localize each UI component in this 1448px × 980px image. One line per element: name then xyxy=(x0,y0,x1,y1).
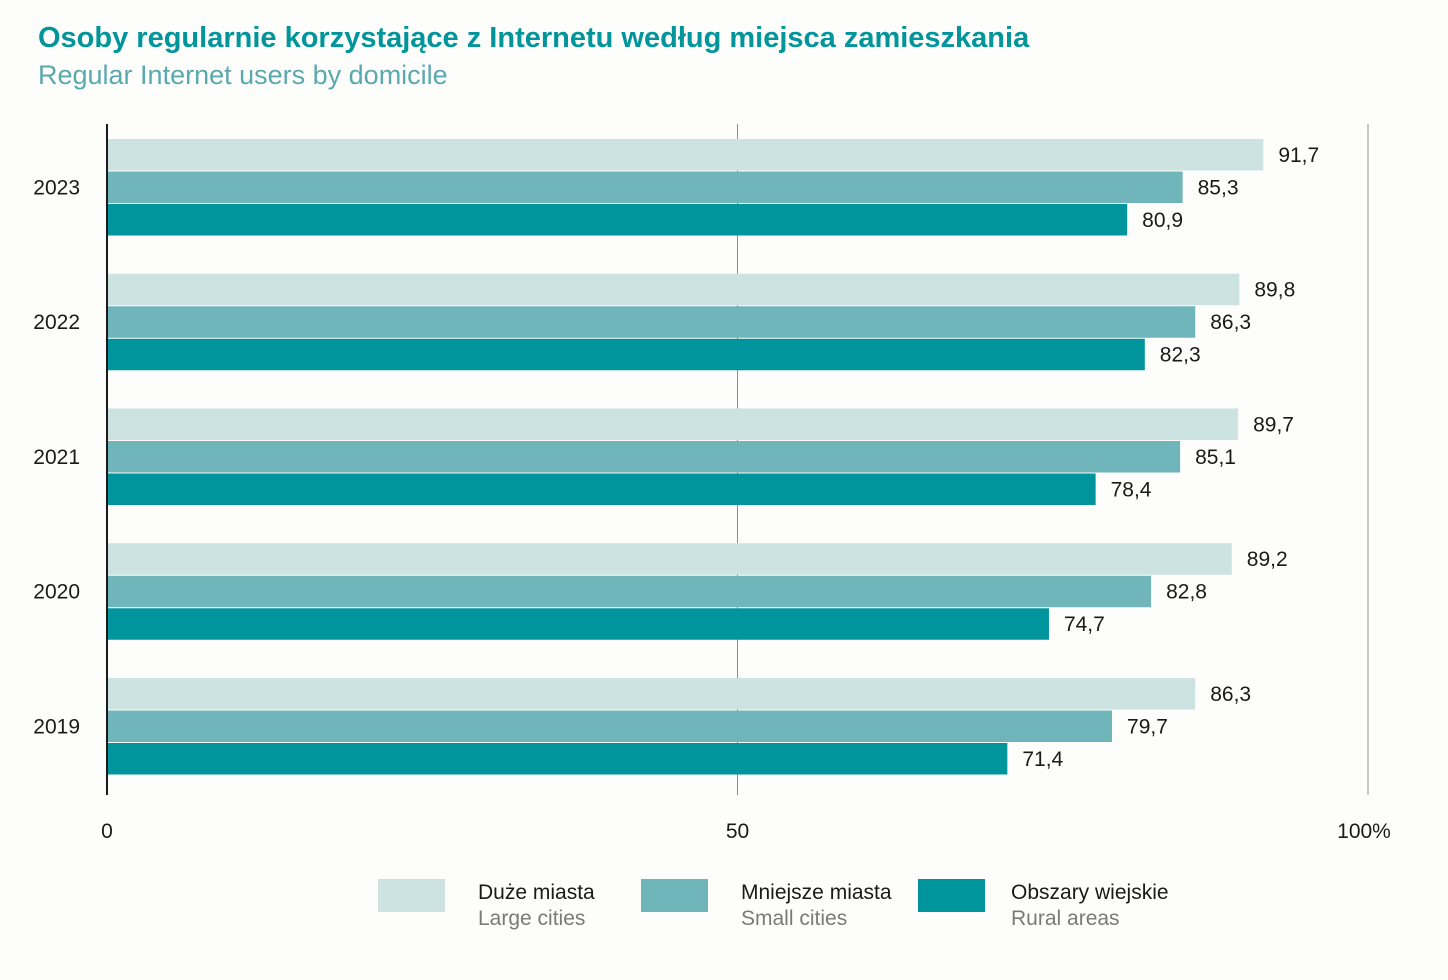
bar xyxy=(107,408,1239,440)
category-label: 2022 xyxy=(33,311,80,334)
category-label: 2023 xyxy=(33,176,80,199)
chart-title: Osoby regularnie korzystające z Internet… xyxy=(38,22,1030,54)
chart-subtitle: Regular Internet users by domicile xyxy=(38,60,448,90)
x-tick-label: 0 xyxy=(101,820,113,843)
data-label: 79,7 xyxy=(1127,715,1168,738)
legend-swatch-rural-areas xyxy=(918,879,985,912)
bar xyxy=(107,338,1145,371)
bar xyxy=(107,139,1264,171)
bar xyxy=(107,273,1240,306)
bar xyxy=(107,171,1183,203)
data-label: 89,8 xyxy=(1254,279,1295,302)
bar xyxy=(107,441,1181,473)
data-label: 91,7 xyxy=(1278,144,1319,167)
x-tick-label: 50 xyxy=(726,820,749,843)
x-tick-label: 100% xyxy=(1337,820,1391,843)
category-label: 2020 xyxy=(33,581,80,604)
bar xyxy=(107,473,1096,505)
data-label: 74,7 xyxy=(1064,613,1105,636)
data-label: 86,3 xyxy=(1210,311,1251,334)
category-label: 2019 xyxy=(33,715,80,738)
data-label: 89,7 xyxy=(1253,413,1294,436)
bar xyxy=(107,743,1008,775)
bar xyxy=(107,306,1196,338)
legend-label-en: Rural areas xyxy=(1011,907,1120,930)
bar xyxy=(107,678,1196,710)
bar xyxy=(107,204,1128,236)
category-label: 2021 xyxy=(33,446,80,469)
data-label: 85,3 xyxy=(1198,176,1239,199)
legend-label-en: Large cities xyxy=(478,907,586,930)
data-label: 82,8 xyxy=(1166,581,1207,604)
bar xyxy=(107,575,1152,608)
legend-label-pl: Mniejsze miasta xyxy=(741,881,892,904)
legend-label-en: Small cities xyxy=(741,907,848,930)
data-label: 86,3 xyxy=(1210,683,1251,706)
data-label: 78,4 xyxy=(1111,478,1152,501)
bar xyxy=(107,710,1113,742)
data-label: 71,4 xyxy=(1022,748,1063,771)
legend-label-pl: Duże miasta xyxy=(478,881,595,904)
legend-swatch-small-cities xyxy=(641,879,708,912)
bar-chart: 91,785,380,9202389,886,382,3202289,785,1… xyxy=(33,124,1391,843)
bar xyxy=(107,543,1232,575)
data-label: 85,1 xyxy=(1195,446,1236,469)
data-label: 89,2 xyxy=(1247,548,1288,571)
bar xyxy=(107,608,1049,640)
legend: Duże miasta Large cities Mniejsze miasta… xyxy=(0,876,1448,936)
data-label: 80,9 xyxy=(1142,209,1183,232)
data-label: 82,3 xyxy=(1160,344,1201,367)
legend-label-pl: Obszary wiejskie xyxy=(1011,881,1169,904)
legend-swatch-large-cities xyxy=(378,879,445,912)
